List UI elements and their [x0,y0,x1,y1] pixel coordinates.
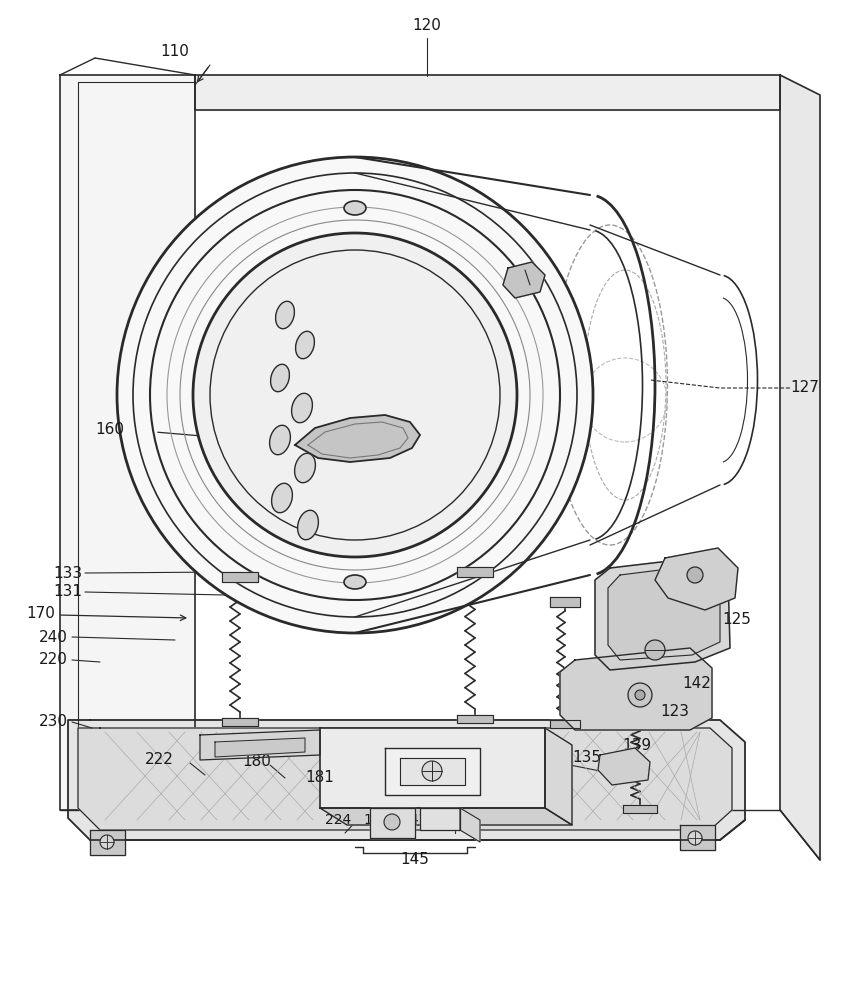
Text: 142: 142 [682,676,711,690]
Text: 125: 125 [722,612,751,628]
Polygon shape [68,720,745,840]
Text: 181: 181 [305,770,334,786]
Polygon shape [457,567,493,577]
Circle shape [635,690,645,700]
Polygon shape [295,415,420,462]
Ellipse shape [298,510,318,540]
Circle shape [645,640,665,660]
Text: 135: 135 [572,750,601,766]
Polygon shape [78,728,732,830]
Text: 240: 240 [39,630,68,645]
Text: 145: 145 [401,852,430,867]
Circle shape [687,567,703,583]
Polygon shape [680,825,715,850]
Circle shape [688,831,702,845]
Circle shape [422,761,442,781]
Ellipse shape [344,201,366,215]
Text: 224: 224 [325,813,351,827]
Circle shape [628,683,652,707]
Text: 131: 131 [53,584,82,599]
Polygon shape [90,830,125,855]
Text: 230: 230 [39,714,68,730]
Circle shape [193,233,517,557]
Polygon shape [503,262,545,298]
Polygon shape [655,548,738,610]
Text: 180: 180 [242,754,271,770]
Polygon shape [598,748,650,785]
Ellipse shape [296,331,314,359]
Ellipse shape [275,301,294,329]
Polygon shape [320,808,572,825]
Polygon shape [60,75,195,810]
Polygon shape [222,718,258,726]
Polygon shape [460,808,480,842]
Polygon shape [457,715,493,723]
Text: 127: 127 [790,380,819,395]
Polygon shape [385,748,480,795]
Polygon shape [545,728,572,825]
Circle shape [100,835,114,849]
Polygon shape [370,808,415,838]
Polygon shape [400,758,465,785]
Polygon shape [780,75,820,860]
Ellipse shape [270,364,289,392]
Text: 148: 148 [364,813,390,827]
Polygon shape [195,75,780,110]
Polygon shape [200,730,320,760]
Text: 139: 139 [622,738,651,752]
Text: 160: 160 [95,422,124,438]
Ellipse shape [269,425,290,455]
Polygon shape [608,566,720,660]
Text: 133: 133 [53,566,82,580]
Ellipse shape [294,453,316,483]
Circle shape [117,157,593,633]
Text: 222: 222 [145,752,174,768]
Text: 110: 110 [160,44,189,60]
Text: 170: 170 [26,605,55,620]
Polygon shape [215,738,305,757]
Text: 123: 123 [660,704,689,720]
Polygon shape [222,572,258,582]
Polygon shape [595,558,730,670]
Text: 120: 120 [413,17,441,32]
Circle shape [384,814,400,830]
Polygon shape [623,805,657,813]
Polygon shape [550,597,580,607]
Text: 147: 147 [402,813,428,827]
Polygon shape [560,648,712,730]
Text: 146: 146 [442,813,468,827]
Ellipse shape [272,483,293,513]
Ellipse shape [292,393,312,423]
Polygon shape [550,720,580,728]
Ellipse shape [344,575,366,589]
Polygon shape [420,808,460,830]
Polygon shape [320,728,545,808]
Text: 220: 220 [39,652,68,668]
